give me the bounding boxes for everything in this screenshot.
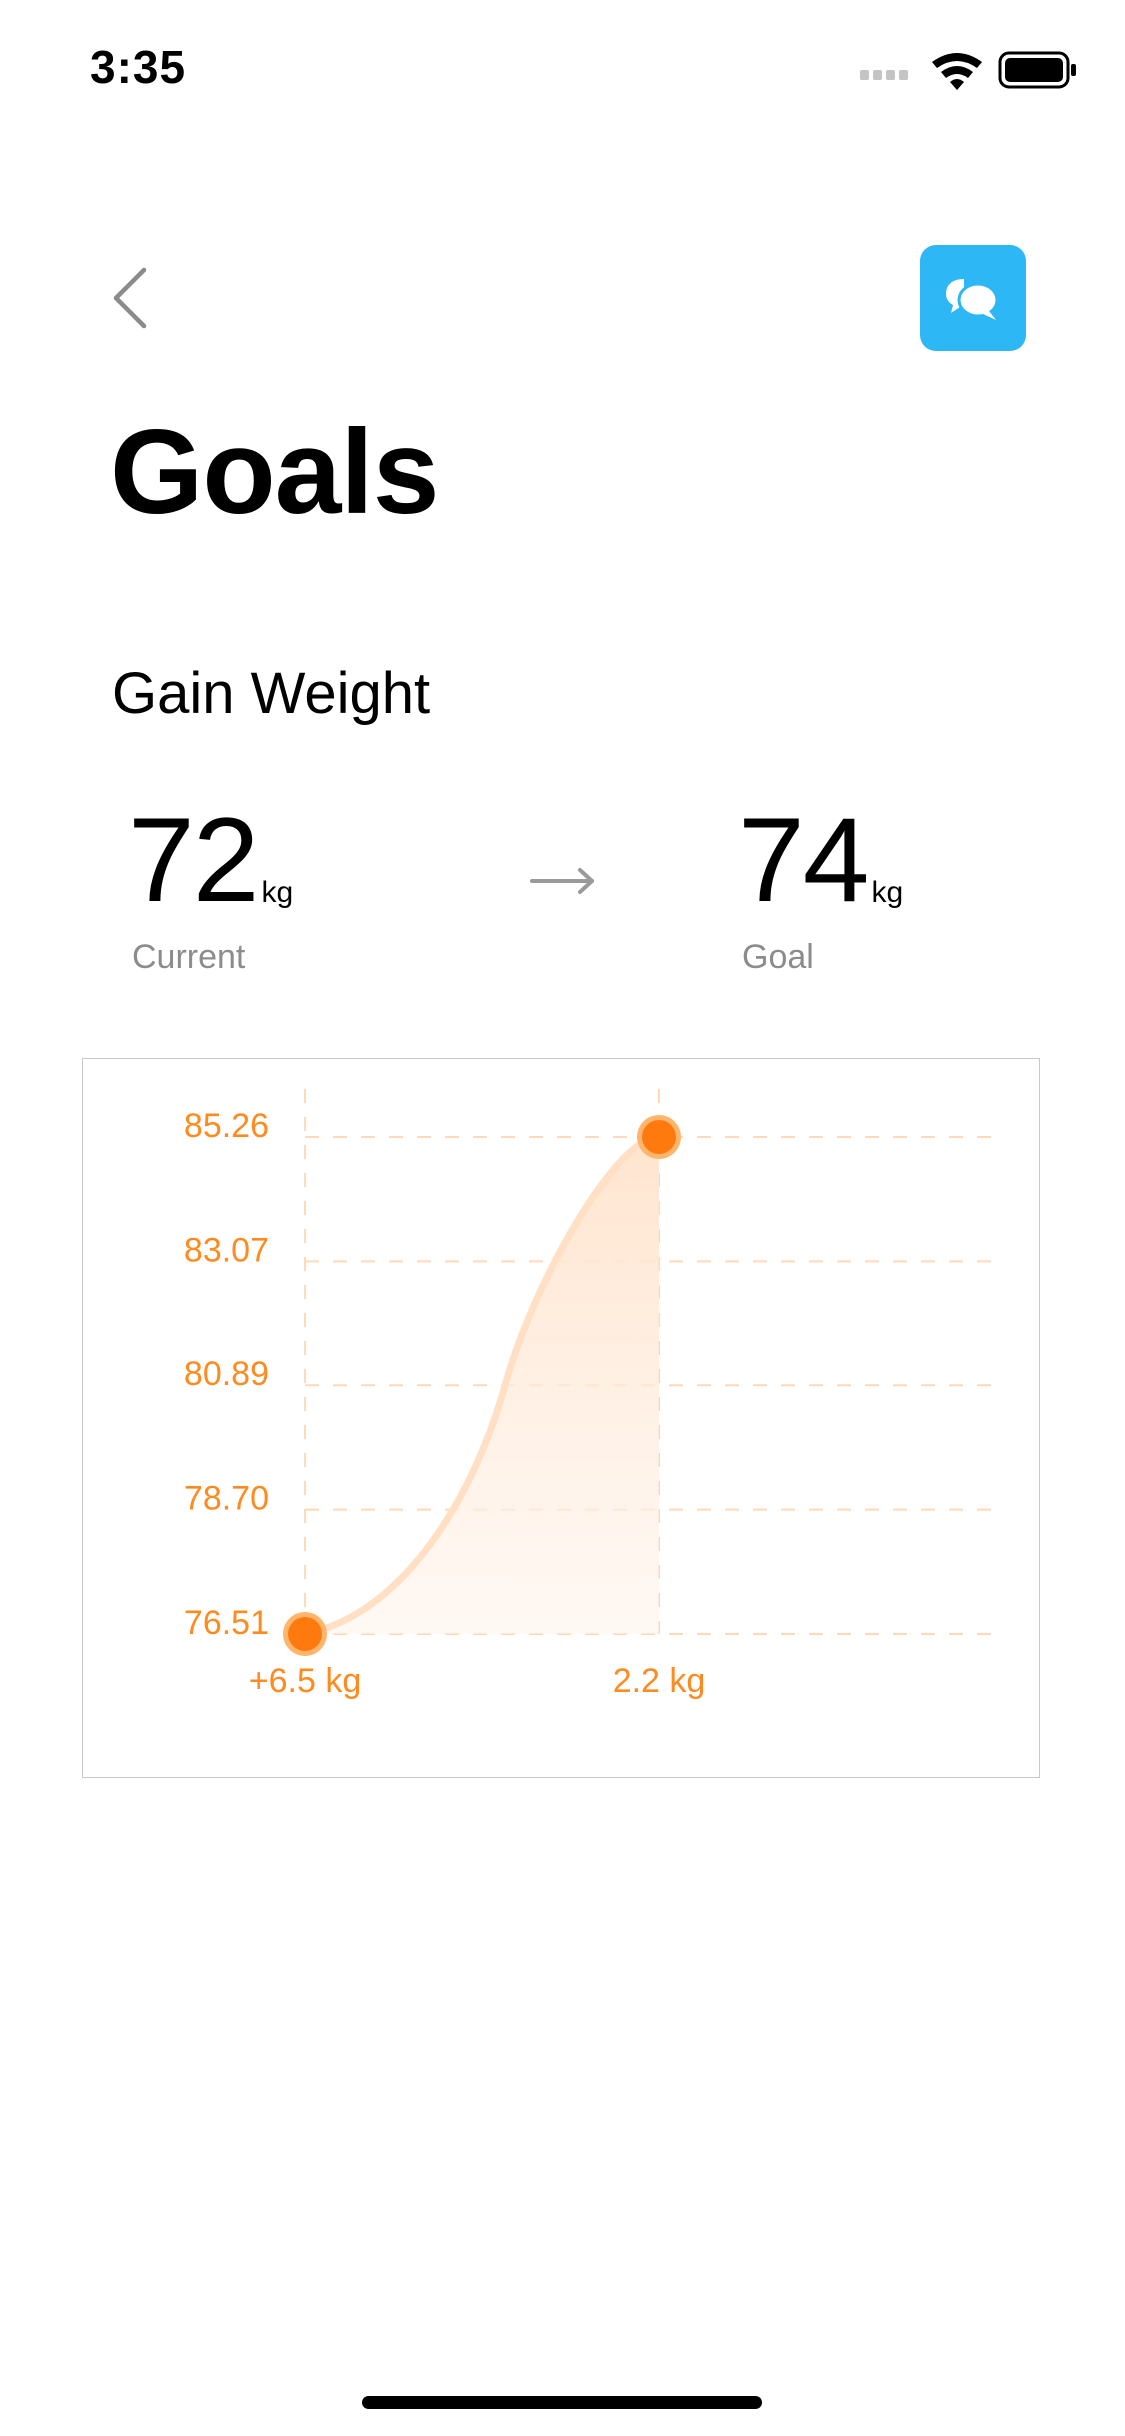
current-weight: 72 kg Current (128, 800, 293, 977)
weight-chart-svg: 85.26 83.07 80.89 78.70 76.51 +6.5 kg 2.2 kg (184, 1089, 995, 1700)
status-time: 3:35 (90, 41, 187, 93)
goal-weight: 74 kg Goal (738, 800, 903, 977)
y-tick-label: 83.07 (184, 1231, 269, 1269)
goal-type-label: Gain Weight (112, 661, 431, 726)
data-point (642, 1120, 676, 1154)
page-title: Goals (110, 405, 439, 539)
goal-weight-label: Goal (742, 938, 814, 976)
data-point (288, 1617, 322, 1651)
chat-bubbles-icon (946, 279, 999, 320)
status-bar: 3:35 (0, 0, 1125, 140)
current-weight-unit: kg (261, 876, 294, 909)
home-indicator (362, 2396, 762, 2409)
chart-line (301, 1133, 663, 1638)
chevron-left-icon (113, 267, 147, 329)
battery-icon (998, 51, 1076, 89)
y-tick-label: 85.26 (184, 1107, 269, 1145)
x-tick-label: 2.2 kg (613, 1662, 706, 1700)
x-tick-label: +6.5 kg (249, 1662, 361, 1700)
back-button[interactable] (100, 258, 170, 338)
weight-chart: 85.26 83.07 80.89 78.70 76.51 +6.5 kg 2.2 kg (82, 1058, 1040, 1778)
y-tick-label: 78.70 (184, 1480, 269, 1518)
status-icons (860, 48, 1080, 92)
cellular-signal-icon (860, 70, 908, 80)
y-tick-label: 76.51 (184, 1604, 269, 1642)
y-tick-label: 80.89 (184, 1355, 269, 1393)
current-weight-value: 72 (128, 793, 259, 927)
goal-weight-unit: kg (871, 876, 904, 909)
arrow-right-icon (530, 866, 596, 896)
goal-weight-value: 74 (738, 793, 869, 927)
wifi-icon (932, 53, 982, 90)
current-weight-label: Current (132, 938, 246, 976)
chart-area-fill (305, 1136, 659, 1634)
chat-button[interactable] (920, 245, 1026, 351)
signal-wifi-battery-icons (860, 51, 1076, 90)
